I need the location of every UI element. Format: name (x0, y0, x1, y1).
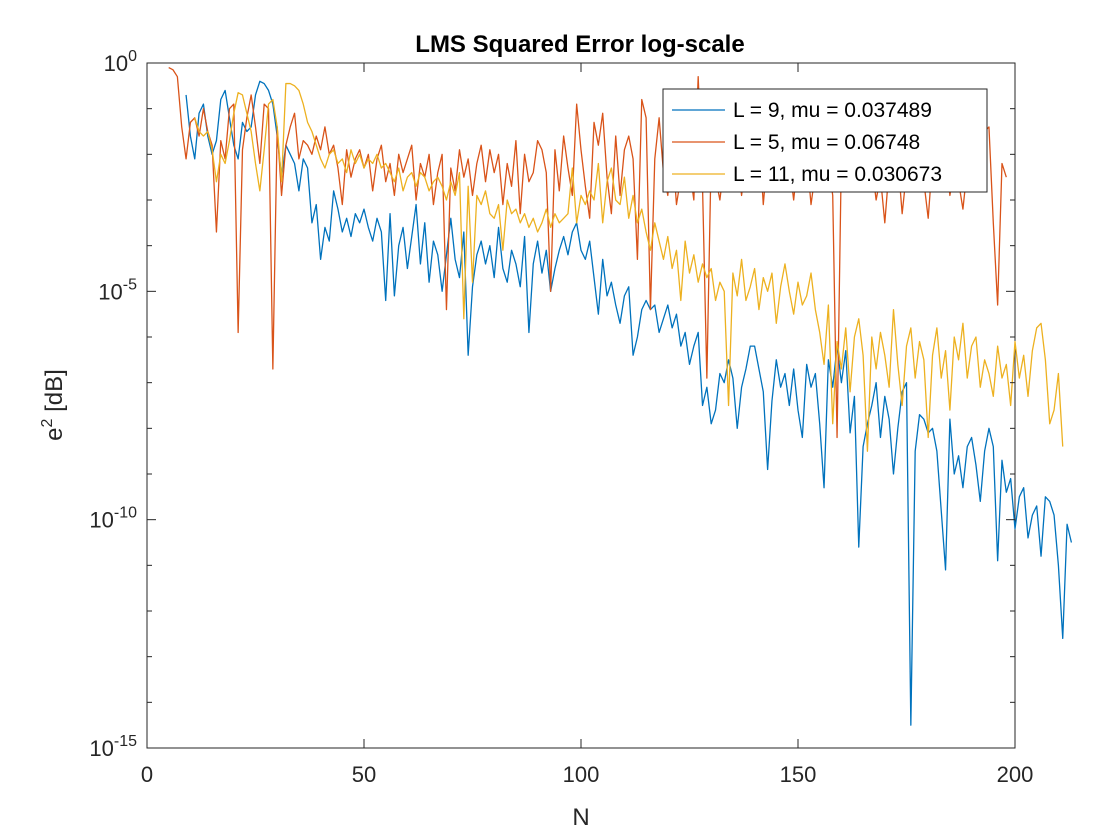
series-line-0 (185, 80, 1073, 726)
series-line-2 (194, 82, 1064, 452)
y-tick-label-sup-1: -5 (123, 276, 137, 293)
y-tick-label-base-2: 10 (89, 508, 113, 533)
y-tick-label-1: 10-5 (98, 276, 137, 304)
legend-text-0: L = 9, mu = 0.037489 (733, 99, 932, 122)
y-axis-label-rest: [dB] (41, 369, 68, 418)
y-axis-label: e2 [dB] (39, 369, 68, 441)
x-axis-label: N (572, 804, 589, 831)
x-tick-label-1: 50 (352, 762, 376, 787)
y-axis-label-sup: 2 (39, 418, 56, 427)
legend: L = 9, mu = 0.037489 L = 5, mu = 0.06748… (662, 88, 988, 193)
legend-text-2: L = 11, mu = 0.030673 (733, 163, 942, 186)
x-tick-label-3: 150 (780, 762, 817, 787)
y-tick-label-0: 100 (104, 48, 137, 76)
y-tick-label-base-0: 10 (104, 51, 128, 76)
y-tick-label-2: 10-10 (89, 505, 137, 533)
x-tick-label-4: 200 (997, 762, 1034, 787)
legend-box (662, 88, 988, 193)
x-tick-label-0: 0 (141, 762, 153, 787)
y-tick-label-base-1: 10 (98, 279, 122, 304)
y-axis-label-base: e (41, 427, 68, 440)
y-tick-label-base-3: 10 (89, 736, 113, 761)
y-tick-label-3: 10-15 (89, 733, 137, 761)
x-tick-label-2: 100 (563, 762, 600, 787)
y-tick-label-sup-2: -10 (114, 505, 137, 522)
chart-title: LMS Squared Error log-scale (415, 31, 744, 58)
legend-text-1: L = 5, mu = 0.06748 (733, 131, 920, 154)
y-tick-label-sup-0: 0 (128, 48, 137, 65)
y-tick-label-sup-3: -15 (114, 733, 137, 750)
